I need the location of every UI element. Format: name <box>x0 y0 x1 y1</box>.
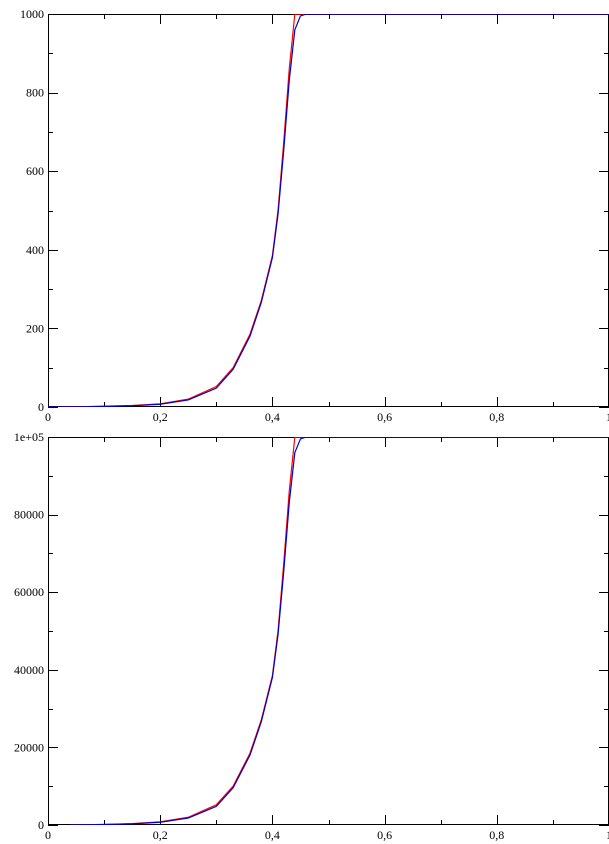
panel-1-y-tick-label: 800 <box>26 86 44 100</box>
panel-1-x-tick-label: 1 <box>606 410 609 424</box>
panel-2-series-1-line <box>70 437 609 825</box>
panel-1-y-tick-label: 600 <box>26 164 44 178</box>
panel-1-x-tick-label: 0,2 <box>153 410 168 424</box>
panel-2-x-tick-label: 0,2 <box>153 828 168 842</box>
panel-2-x-tick-label: 1 <box>606 828 609 842</box>
panel-1-x-tick-label: 0,6 <box>377 410 392 424</box>
panel-1-x-tick-label: 0 <box>45 410 51 424</box>
panel-2-y-tick-label: 80000 <box>14 508 44 522</box>
panel-1-y-tick-label: 200 <box>26 321 44 335</box>
panel-2-x-tick-label: 0,8 <box>489 828 504 842</box>
panel-1-y-tick-label: 1000 <box>20 7 44 21</box>
panel-2-x-tick-label: 0,6 <box>377 828 392 842</box>
panel-2-y-tick-label: 60000 <box>14 585 44 599</box>
panel-1-y-tick-label: 400 <box>26 243 44 257</box>
panel-2-frame <box>48 437 609 825</box>
panel-1-x-tick-label: 0,4 <box>265 410 280 424</box>
panel-2-y-tick-label: 40000 <box>14 663 44 677</box>
panel-2-series-2-line <box>70 437 609 825</box>
panel-1-y-tick-label: 0 <box>38 400 44 414</box>
panel-1-series-2-line <box>48 14 609 407</box>
panel-2-x-tick-label: 0 <box>45 828 51 842</box>
panel-2-y-tick-label: 0 <box>38 818 44 832</box>
panel-2-x-tick-label: 0,4 <box>265 828 280 842</box>
panel-2-y-tick-label: 1e+05 <box>14 430 44 444</box>
panel-1-series-1-line <box>48 14 609 407</box>
panel-1-frame <box>48 14 609 407</box>
panel-2-y-tick-label: 20000 <box>14 740 44 754</box>
panel-1-x-tick-label: 0,8 <box>489 410 504 424</box>
